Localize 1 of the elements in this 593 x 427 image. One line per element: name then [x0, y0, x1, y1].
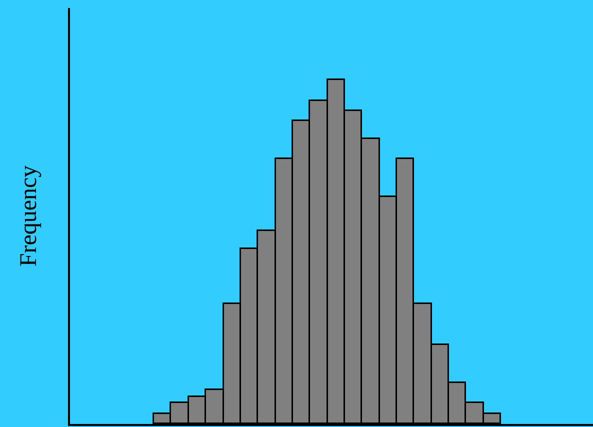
y-axis-title: Frequency	[16, 165, 42, 267]
